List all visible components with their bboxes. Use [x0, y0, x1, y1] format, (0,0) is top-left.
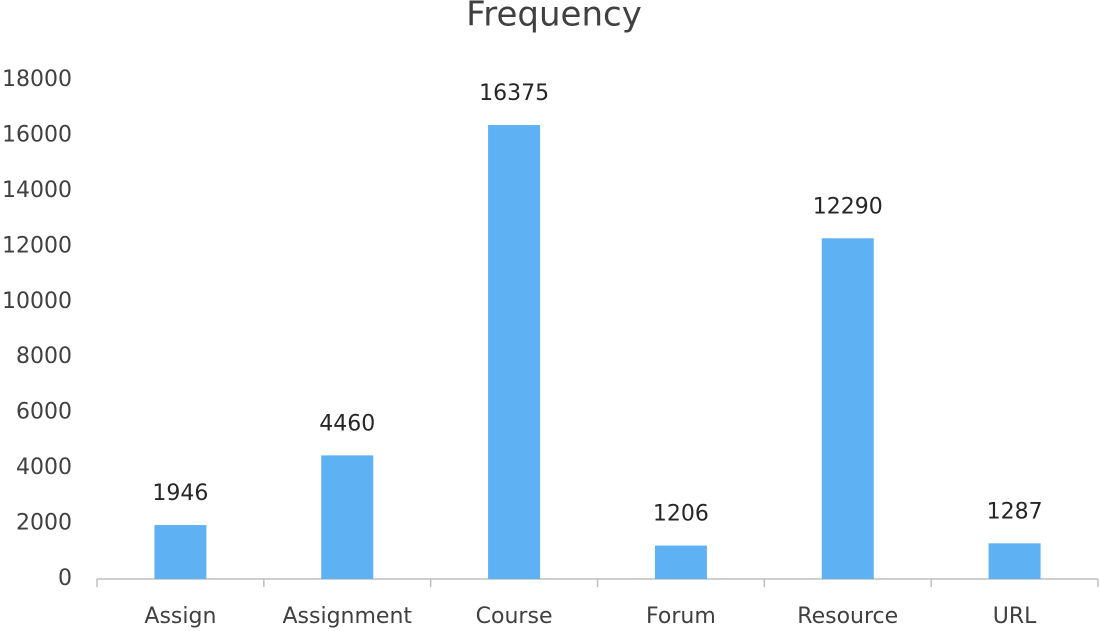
- y-tick-label: 4000: [16, 455, 72, 480]
- y-tick-label: 18000: [2, 67, 72, 92]
- x-tick-label: Forum: [646, 604, 716, 629]
- data-label: 16375: [479, 81, 549, 106]
- data-label: 1946: [152, 481, 208, 506]
- chart-title: Frequency: [466, 0, 642, 35]
- x-tick-label: Resource: [797, 604, 898, 629]
- x-tick-label: Assign: [144, 604, 216, 629]
- y-tick-label: 0: [58, 566, 72, 591]
- x-tick-label: URL: [993, 604, 1037, 629]
- bar: [154, 525, 207, 579]
- bar: [488, 125, 541, 579]
- data-label: 12290: [813, 194, 883, 219]
- y-tick-label: 16000: [2, 122, 72, 147]
- y-tick-label: 12000: [2, 233, 72, 258]
- y-tick-label: 14000: [2, 178, 72, 203]
- y-tick-label: 2000: [16, 511, 72, 536]
- bar: [821, 238, 874, 579]
- y-tick-label: 8000: [16, 344, 72, 369]
- data-label: 1287: [987, 499, 1043, 524]
- x-tick-label: Assignment: [282, 604, 412, 629]
- y-tick-label: 10000: [2, 289, 72, 314]
- bar: [988, 543, 1041, 579]
- bar: [654, 545, 707, 579]
- bar: [321, 455, 374, 579]
- y-tick-label: 6000: [16, 400, 72, 425]
- x-tick-label: Course: [476, 604, 553, 629]
- data-label: 1206: [653, 502, 709, 527]
- data-label: 4460: [319, 411, 375, 436]
